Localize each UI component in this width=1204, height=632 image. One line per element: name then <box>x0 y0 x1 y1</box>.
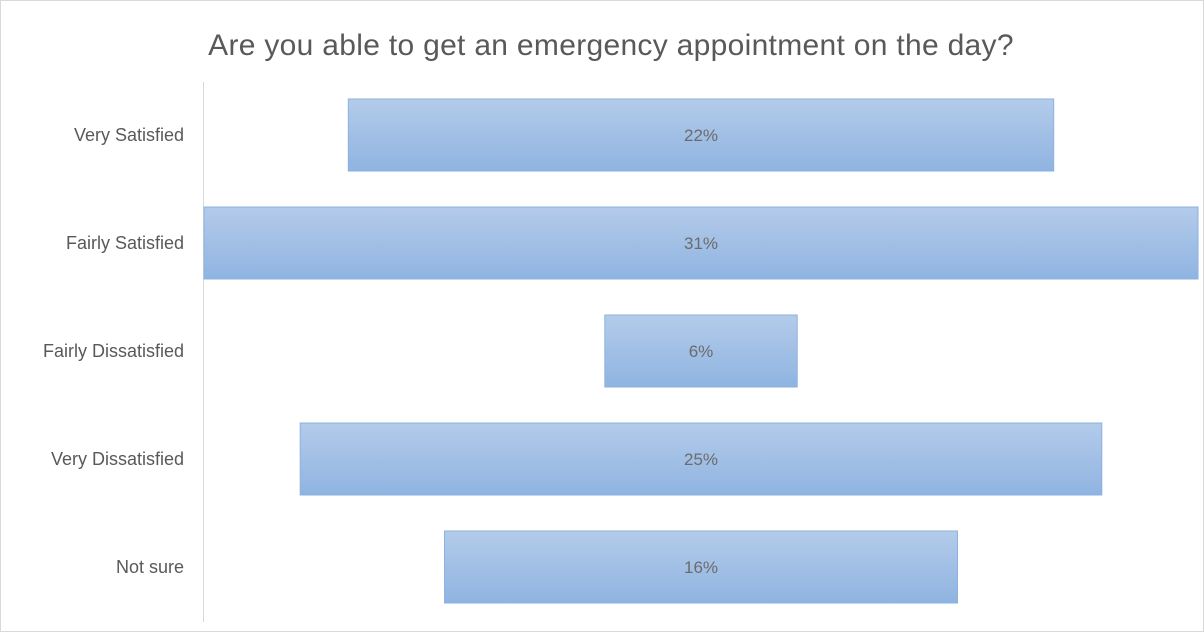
data-label-not-sure: 16% <box>684 558 718 577</box>
bar-fairly-dissatisfied <box>604 314 798 388</box>
data-label-fairly-dissatisfied: 6% <box>689 342 714 361</box>
category-label-fairly-dissatisfied: Fairly Dissatisfied <box>43 341 184 361</box>
data-label-fairly-satisfied: 31% <box>684 234 718 253</box>
category-label-not-sure: Not sure <box>116 557 184 577</box>
category-label-fairly-satisfied: Fairly Satisfied <box>66 233 184 253</box>
category-label-very-satisfied: Very Satisfied <box>74 125 184 145</box>
bar-fairly-satisfied <box>203 206 1199 280</box>
bar-very-dissatisfied <box>299 422 1103 496</box>
data-label-very-dissatisfied: 25% <box>684 450 718 469</box>
data-label-very-satisfied: 22% <box>684 126 718 145</box>
bar-not-sure <box>444 530 958 604</box>
category-label-very-dissatisfied: Very Dissatisfied <box>51 449 184 469</box>
chart-title: Are you able to get an emergency appoint… <box>208 29 1014 62</box>
bar-very-satisfied <box>347 98 1055 172</box>
